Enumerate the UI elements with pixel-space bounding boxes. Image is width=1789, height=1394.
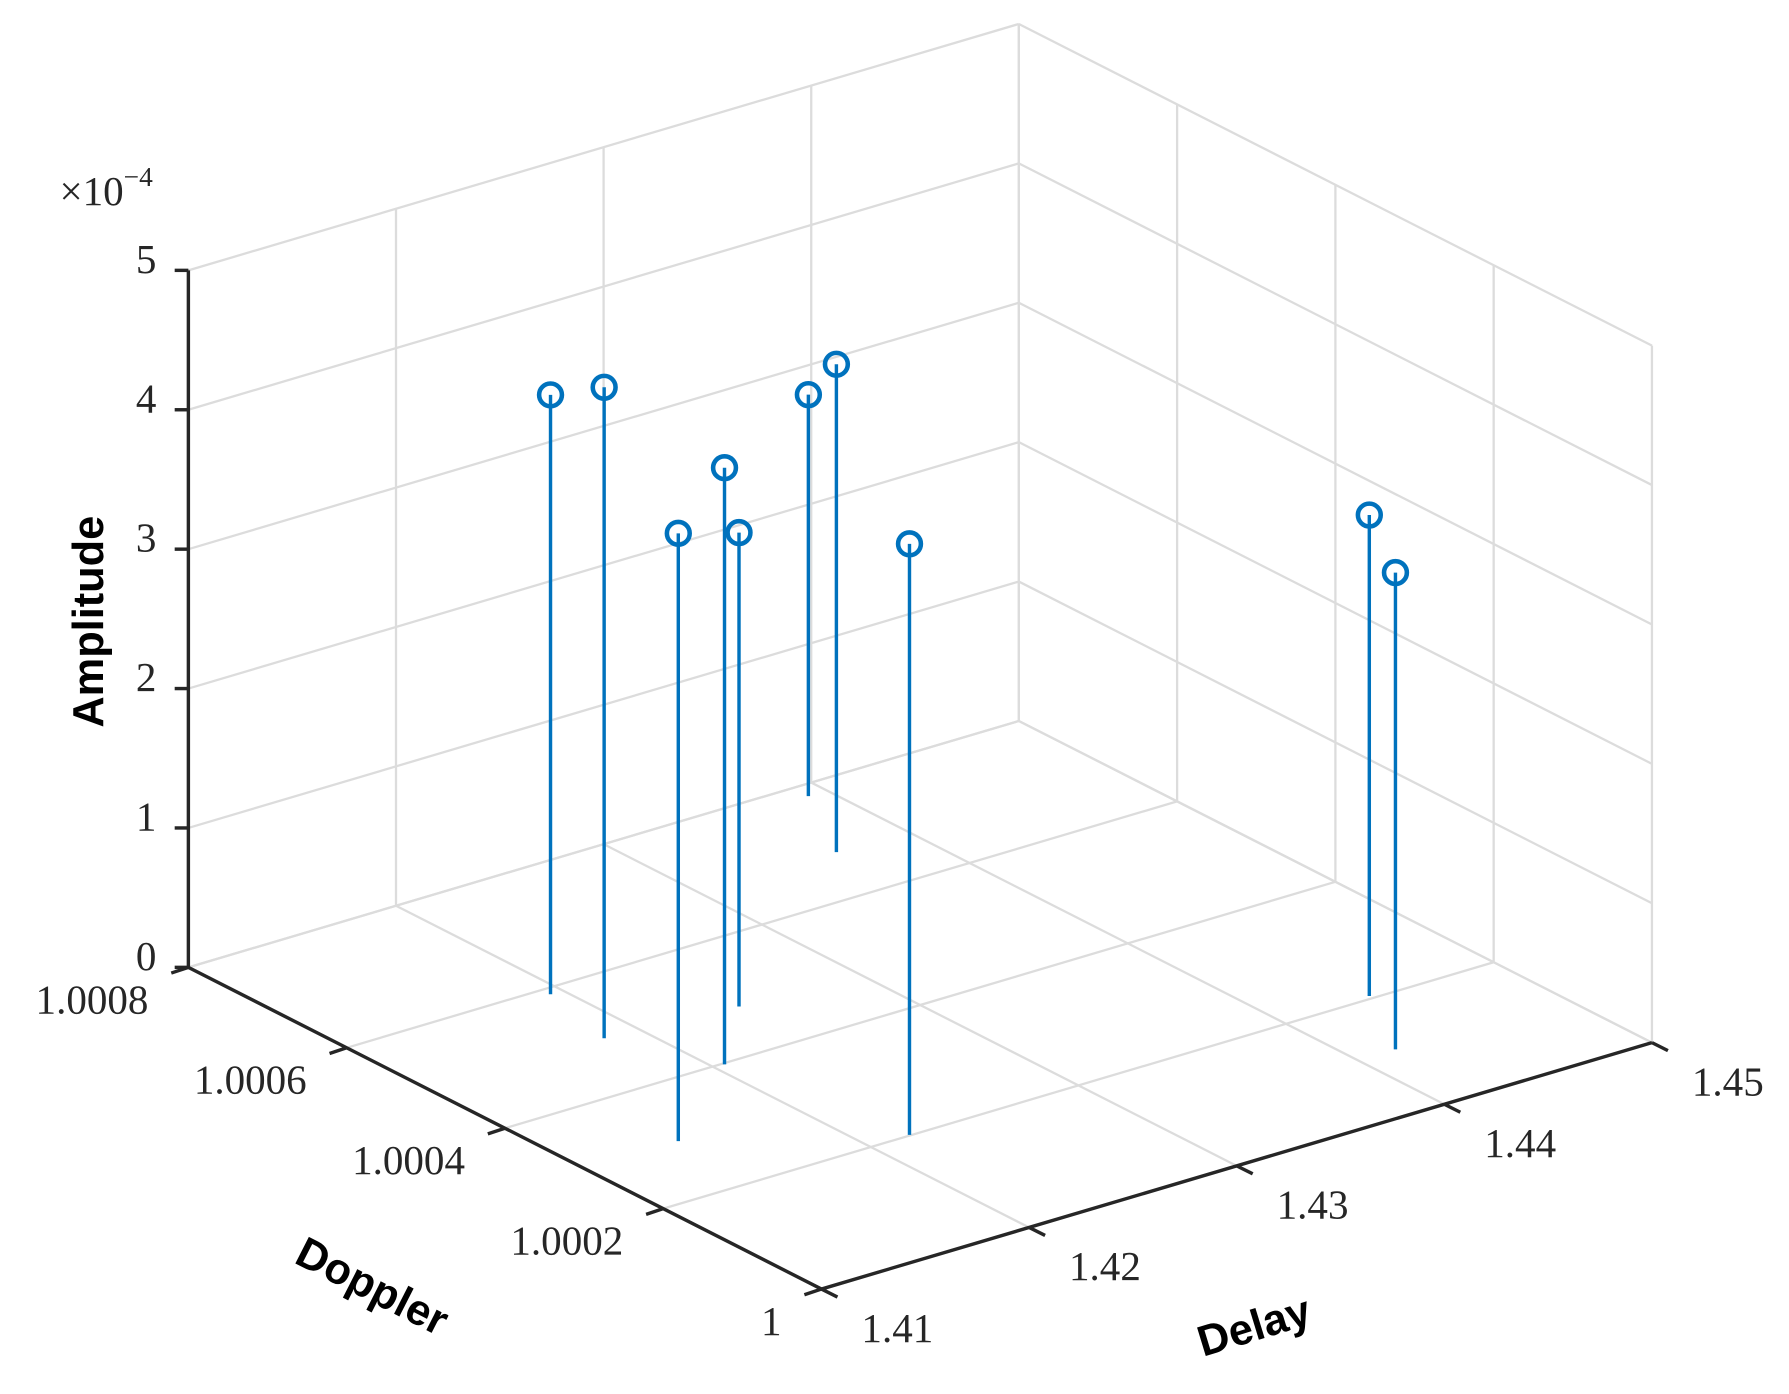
y-axis <box>187 965 823 1291</box>
stem-marker <box>536 381 565 409</box>
y-tick <box>329 1046 348 1056</box>
grid-line <box>1018 441 1653 765</box>
y-axis-label: Doppler <box>288 1228 456 1345</box>
x-tick-label: 1.45 <box>1692 1058 1764 1104</box>
y-tick <box>803 1287 823 1297</box>
z-tick-label: 2 <box>136 654 157 700</box>
grid-line <box>1018 22 1653 347</box>
z-multiplier-exp: −4 <box>124 163 153 193</box>
y-tick <box>645 1207 664 1216</box>
marks <box>536 350 1410 1142</box>
x-tick-label: 1.41 <box>861 1305 933 1351</box>
x-tick-label: 1.42 <box>1069 1243 1141 1289</box>
x-tick <box>1235 1164 1254 1176</box>
x-tick <box>1651 1041 1669 1053</box>
y-tick-label: 1.0002 <box>510 1218 623 1264</box>
y-tick-label: 1.0008 <box>36 976 149 1022</box>
z-tick-label: 0 <box>136 933 157 979</box>
x-tick-label: 1.43 <box>1277 1182 1349 1228</box>
grid-line <box>346 800 1178 1049</box>
z-axis-label: Amplitude <box>65 516 113 728</box>
stem-marker <box>1381 558 1410 587</box>
grid-line <box>1018 719 1653 1044</box>
y-tick-label: 1.0004 <box>352 1137 465 1183</box>
z-multiplier-base: ×10 <box>59 169 123 215</box>
grid-line <box>1018 580 1653 905</box>
x-tick-label: 1.44 <box>1484 1120 1556 1166</box>
grid-line <box>1018 162 1653 487</box>
grid-line <box>188 162 1020 411</box>
stem-marker <box>664 519 692 548</box>
z-tick-label: 4 <box>136 375 157 421</box>
z-multiplier: ×10−4 <box>59 163 153 215</box>
stem-marker <box>822 350 851 378</box>
x-tick <box>820 1287 839 1299</box>
grid-line <box>1018 301 1653 626</box>
stem-marker <box>794 380 823 409</box>
y-tick <box>170 965 189 975</box>
stem-marker <box>590 373 618 401</box>
y-tick <box>487 1126 506 1136</box>
stem-marker <box>710 454 739 482</box>
z-tick-label: 5 <box>136 236 157 282</box>
x-tick <box>1443 1102 1462 1114</box>
grid <box>187 22 1654 1291</box>
x-axis-label: Delay <box>1192 1287 1317 1367</box>
grid-line <box>504 880 1336 1130</box>
grid-line <box>188 22 1020 272</box>
y-tick-label: 1 <box>761 1298 782 1344</box>
stem-marker <box>1355 501 1383 529</box>
y-tick-label: 1.0006 <box>194 1057 307 1103</box>
axes: 0 1 2 3 4 5 1 1.0002 1.0004 1.0006 1.0008 1.41 1.42 1… <box>36 236 1764 1351</box>
stem-marker <box>725 518 753 547</box>
stem-marker <box>895 530 924 558</box>
z-tick-label: 3 <box>136 515 157 561</box>
x-tick <box>1028 1225 1046 1237</box>
z-tick-label: 1 <box>136 794 157 840</box>
grid-line <box>662 961 1495 1210</box>
